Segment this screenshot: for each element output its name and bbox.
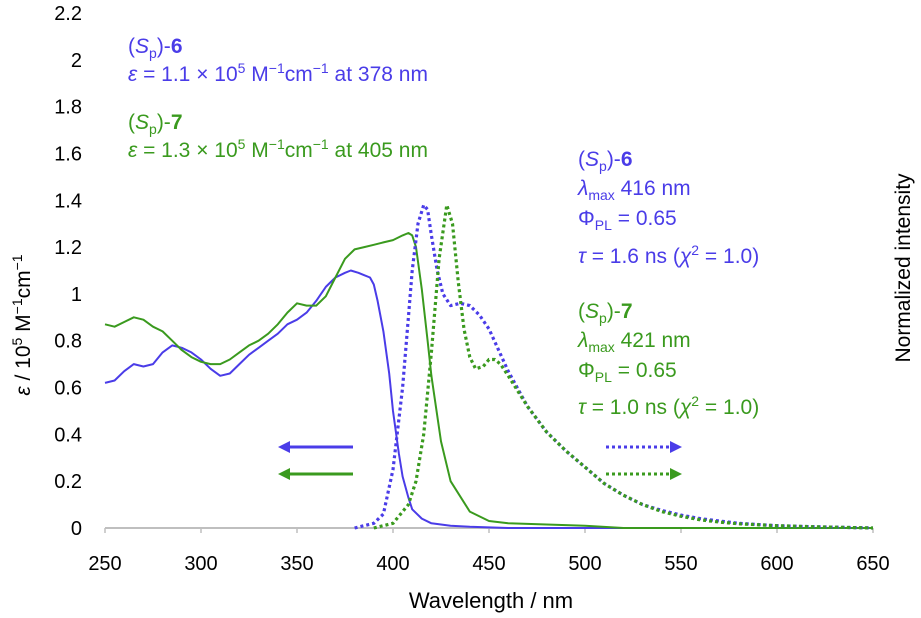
- annotation-abs-6: (Sp)-6 ε = 1.1 × 105 M−1cm−1 at 378 nm: [128, 35, 428, 86]
- y-tick-label: 0.8: [54, 331, 82, 353]
- series-line-3: [373, 203, 874, 530]
- y-tick-label: 1.6: [54, 143, 82, 165]
- svg-text:ΦPL = 0.65: ΦPL = 0.65: [578, 359, 677, 385]
- y-tick-label: 0: [71, 518, 82, 540]
- y-tick-label: 1.2: [54, 237, 82, 259]
- x-tick-label: 600: [760, 553, 793, 575]
- x-axis-label: Wavelength / nm: [409, 588, 573, 613]
- series-layer: [104, 203, 874, 530]
- x-tick-label: 550: [664, 553, 697, 575]
- y2-axis-label: Normalized intensity: [892, 173, 915, 363]
- series-line-2: [354, 203, 874, 530]
- x-tick-label: 650: [856, 553, 889, 575]
- svg-text:λmax 421 nm: λmax 421 nm: [577, 329, 691, 355]
- svg-text:ε = 1.1 × 105 M−1cm−1 at 378 n: ε = 1.1 × 105 M−1cm−1 at 378 nm: [128, 60, 428, 86]
- annotation-abs-7: (Sp)-7 ε = 1.3 × 105 M−1cm−1 at 405 nm: [128, 111, 428, 162]
- svg-text:λmax 416 nm: λmax 416 nm: [577, 177, 691, 203]
- y-tick-label: 1.8: [54, 97, 82, 119]
- y-tick-label: 0.4: [54, 424, 82, 446]
- y-tick-label: 0.6: [54, 378, 82, 400]
- y-tick-label: 1: [71, 284, 82, 306]
- x-tick-label: 450: [472, 553, 505, 575]
- x-tick-label: 500: [568, 553, 601, 575]
- svg-text:ε = 1.3 × 105 M−1cm−1 at 405 n: ε = 1.3 × 105 M−1cm−1 at 405 nm: [128, 136, 428, 162]
- y-axis-label: ε / 105 M−1cm−1: [9, 254, 35, 395]
- y-axis-ticks: 0 0.2 0.4 0.6 0.8 1 1.2 1.4 1.6 1.8 2 2.2: [54, 3, 82, 540]
- y-tick-label: 2: [71, 50, 82, 72]
- svg-text:τ = 1.0 ns (χ2 = 1.0): τ = 1.0 ns (χ2 = 1.0): [578, 393, 759, 419]
- annotation-em-6: (Sp)-6 λmax 416 nm ΦPL = 0.65 τ = 1.6 ns…: [577, 148, 759, 268]
- svg-text:(Sp)-6: (Sp)-6: [578, 148, 633, 174]
- x-tick-label: 250: [88, 553, 121, 575]
- x-tick-label: 300: [184, 553, 217, 575]
- annotation-em-7: (Sp)-7 λmax 421 nm ΦPL = 0.65 τ = 1.0 ns…: [577, 300, 759, 419]
- svg-text:(Sp)-6: (Sp)-6: [128, 35, 183, 61]
- y-tick-label: 1.4: [54, 190, 82, 212]
- y-tick-label: 2.2: [54, 3, 82, 25]
- x-tick-label: 400: [376, 553, 409, 575]
- y-tick-label: 0.2: [54, 471, 82, 493]
- svg-text:(Sp)-7: (Sp)-7: [578, 300, 633, 326]
- svg-text:τ = 1.6 ns (χ2 = 1.0): τ = 1.6 ns (χ2 = 1.0): [578, 242, 759, 268]
- series-line-1: [104, 232, 873, 529]
- svg-text:ΦPL = 0.65: ΦPL = 0.65: [578, 207, 677, 233]
- x-tick-label: 350: [280, 553, 313, 575]
- x-axis-ticks: 250 300 350 400 450 500 550 600 650: [88, 528, 890, 575]
- svg-text:(Sp)-7: (Sp)-7: [128, 111, 183, 137]
